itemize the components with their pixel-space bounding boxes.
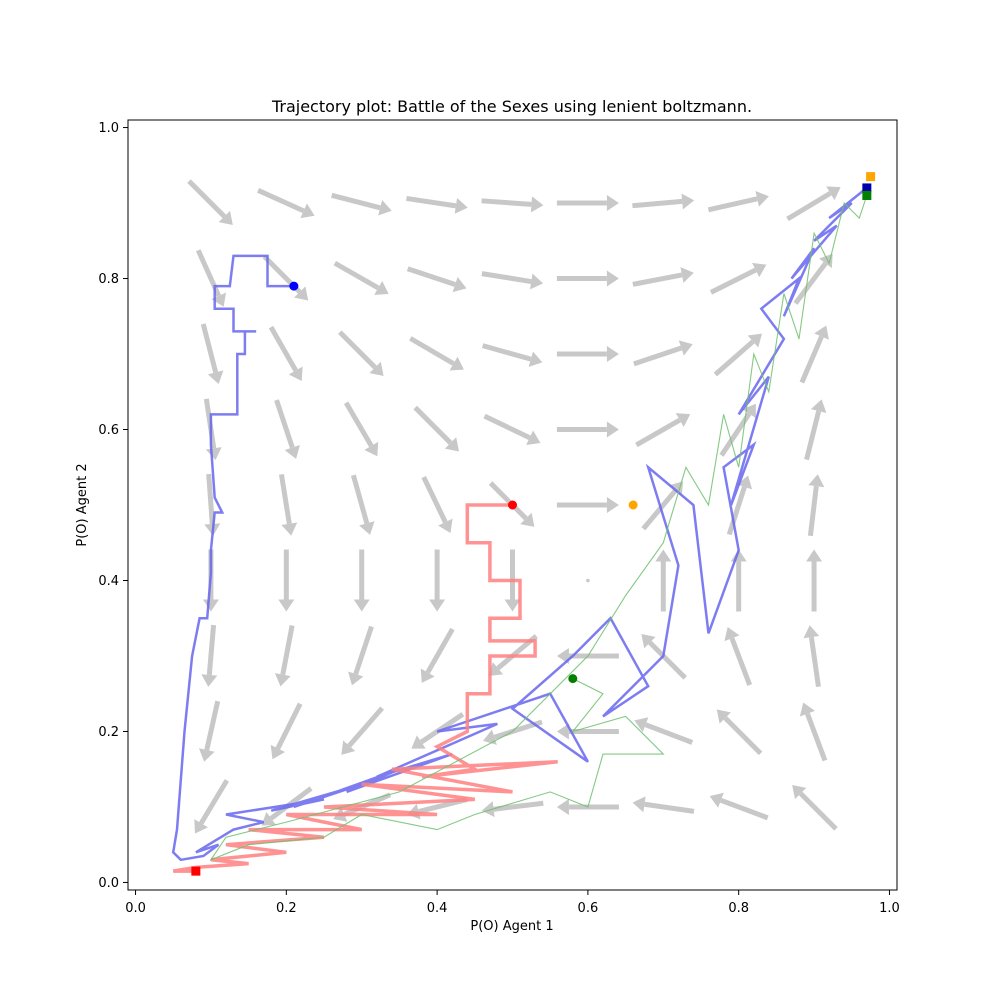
y-axis-label: P(O) Agent 2	[75, 463, 90, 546]
quiver-arrow	[481, 343, 543, 367]
quiver-arrow	[556, 723, 619, 740]
quiver-arrow	[483, 413, 541, 445]
y-tick-label: 0.4	[98, 574, 119, 589]
quiver-arrow	[333, 260, 389, 295]
quiver-arrow	[792, 785, 838, 831]
x-tick-label: 1.0	[879, 901, 900, 916]
y-tick-label: 0.8	[98, 272, 119, 287]
x-axis-ticks: 0.0 0.2 0.4 0.6 0.8 1.0	[125, 890, 900, 916]
trajectory-start-point	[289, 281, 299, 291]
quiver-arrow	[278, 549, 295, 612]
quiver-arrow	[353, 549, 370, 612]
quiver-arrow	[274, 625, 295, 687]
quiver-arrow	[481, 271, 544, 290]
quiver-arrow	[632, 193, 695, 210]
y-axis-ticks: 0.0 0.2 0.4 0.6 0.8 1.0	[98, 121, 128, 891]
quiver-arrow	[270, 702, 303, 760]
quiver-arrow	[409, 336, 464, 371]
quiver-arrow	[350, 474, 375, 535]
quiver-arrow	[799, 702, 828, 762]
quiver-arrow	[429, 549, 446, 612]
quiver-arrow	[806, 549, 823, 612]
trajectory-start-point	[508, 500, 517, 510]
x-tick-label: 0.0	[125, 901, 146, 916]
quiver-arrow	[726, 475, 753, 536]
x-tick-label: 0.2	[276, 901, 297, 916]
quiver-arrow	[278, 473, 298, 536]
quiver-arrow	[635, 413, 691, 448]
trajectory-series	[171, 186, 868, 873]
quiver-arrow	[634, 717, 694, 745]
quiver-arrow	[406, 195, 468, 214]
quiver-arrow	[481, 800, 544, 818]
quiver-arrow	[632, 796, 695, 814]
quiver-arrow	[504, 549, 521, 612]
quiver-arrow	[187, 179, 233, 225]
plot-area	[127, 119, 898, 891]
quiver-arrow	[268, 325, 303, 381]
quiver-arrow	[338, 330, 384, 376]
y-tick-label: 0.6	[98, 423, 119, 438]
quiver-arrow	[257, 188, 315, 219]
quiver-arrow	[556, 647, 619, 664]
quiver-arrow	[556, 798, 619, 815]
trajectory-markers	[191, 172, 876, 876]
quiver-arrow	[803, 625, 821, 688]
quiver-arrow	[786, 186, 841, 222]
x-tick-label: 0.6	[578, 901, 599, 916]
chart-title: Trajectory plot: Battle of the Sexes usi…	[271, 97, 752, 116]
quiver-arrow	[331, 192, 392, 216]
quiver-arrow	[488, 481, 535, 527]
quiver-arrow	[343, 401, 379, 457]
trajectory-end-point	[862, 190, 872, 200]
trajectory-end-point	[866, 172, 876, 182]
quiver-arrow	[201, 624, 218, 687]
quiver-arrow	[274, 399, 300, 459]
quiver-arrow	[716, 709, 763, 756]
quiver-arrow	[341, 706, 384, 755]
quiver-arrow	[194, 779, 230, 834]
quiver-arrow	[556, 270, 619, 287]
quiver-arrow	[200, 323, 224, 385]
quiver-arrow	[556, 421, 619, 438]
quiver-arrow	[707, 191, 769, 213]
quiver-arrow	[420, 627, 455, 683]
x-axis-label: P(O) Agent 1	[470, 919, 553, 934]
quiver-arrow	[655, 549, 672, 612]
quiver-arrow	[713, 333, 762, 377]
quiver-arrow	[724, 627, 753, 686]
quiver-arrow	[709, 792, 769, 821]
quiver-arrow	[406, 266, 467, 293]
quiver-arrow	[556, 497, 619, 513]
trajectory-start-point	[568, 674, 578, 684]
quiver-arrow	[481, 196, 544, 213]
trajectory-start-point	[628, 500, 638, 510]
quiver-arrow	[633, 340, 693, 367]
y-tick-label: 0.0	[98, 876, 119, 891]
trajectory-line	[172, 503, 558, 873]
quiver-arrow	[804, 399, 827, 461]
y-tick-label: 0.2	[98, 725, 119, 740]
x-tick-label: 0.8	[728, 901, 749, 916]
quiver-arrow	[348, 625, 374, 686]
quiver-arrow	[586, 578, 590, 583]
quiver-arrow	[641, 634, 687, 680]
quiver-arrow	[709, 262, 767, 295]
quiver-arrow	[198, 700, 221, 762]
quiver-arrow	[632, 267, 694, 287]
trajectory-end-point	[191, 866, 201, 876]
quiver-arrow	[799, 325, 829, 384]
quiver-arrow	[421, 475, 453, 533]
quiver-arrow	[807, 474, 825, 537]
quiver-arrow	[556, 195, 619, 212]
y-tick-label: 1.0	[98, 121, 119, 136]
x-tick-label: 0.4	[427, 901, 448, 916]
quiver-arrow	[413, 405, 460, 452]
quiver-arrow	[411, 712, 465, 749]
quiver-arrow	[556, 346, 619, 363]
trajectory-line	[209, 195, 868, 861]
trajectory-end-point	[862, 183, 872, 193]
plot-frame	[127, 119, 898, 891]
